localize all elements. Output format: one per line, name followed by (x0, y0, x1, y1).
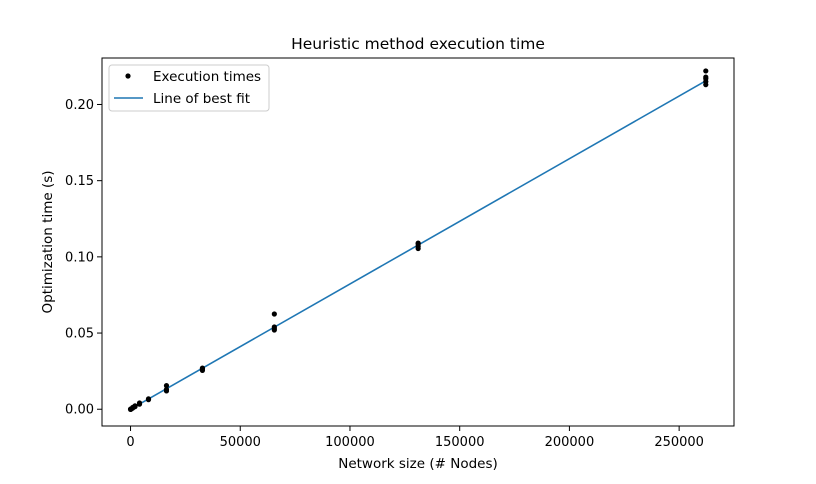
chart-title: Heuristic method execution time (291, 35, 545, 53)
execution-time-point (132, 403, 138, 409)
execution-time-point (163, 386, 170, 393)
execution-time-point (163, 383, 170, 389)
execution-time-point (703, 68, 709, 74)
legend-label-execution-times: Execution times (153, 69, 261, 85)
x-tick-label: 100000 (325, 435, 375, 450)
legend-marker-execution-times (125, 73, 131, 79)
x-tick-label: 50000 (220, 435, 261, 450)
axes-frame (101, 57, 735, 427)
execution-time-point (145, 396, 152, 402)
y-tick-label: 0.00 (65, 403, 94, 418)
execution-time-point (703, 74, 709, 80)
execution-time-point (271, 311, 277, 317)
x-tick-label: 0 (126, 435, 134, 450)
y-tick-label: 0.20 (65, 98, 94, 113)
legend-box (108, 64, 270, 112)
y-axis-ticks: 0.00 0.05 0.10 0.15 0.20 (65, 98, 102, 418)
legend: Execution times Line of best fit (108, 64, 270, 112)
y-tick-label: 0.10 (65, 250, 94, 265)
execution-time-point (136, 400, 143, 406)
execution-time-point (199, 365, 206, 371)
x-axis-ticks: 0 50000 100000 150000 200000 250000 (126, 426, 704, 450)
y-tick-label: 0.05 (65, 327, 94, 342)
execution-time-point (271, 324, 277, 330)
execution-time-point (415, 240, 421, 246)
x-axis-label: Network size (# Nodes) (338, 456, 498, 472)
plot-area (127, 68, 709, 412)
x-tick-label: 250000 (654, 435, 704, 450)
y-tick-label: 0.15 (65, 174, 94, 189)
y-axis-label: Optimization time (s) (40, 170, 56, 313)
x-tick-label: 150000 (435, 435, 485, 450)
x-tick-label: 200000 (545, 435, 595, 450)
execution-times-series (127, 68, 709, 412)
legend-label-best-fit-line: Line of best fit (153, 91, 250, 107)
